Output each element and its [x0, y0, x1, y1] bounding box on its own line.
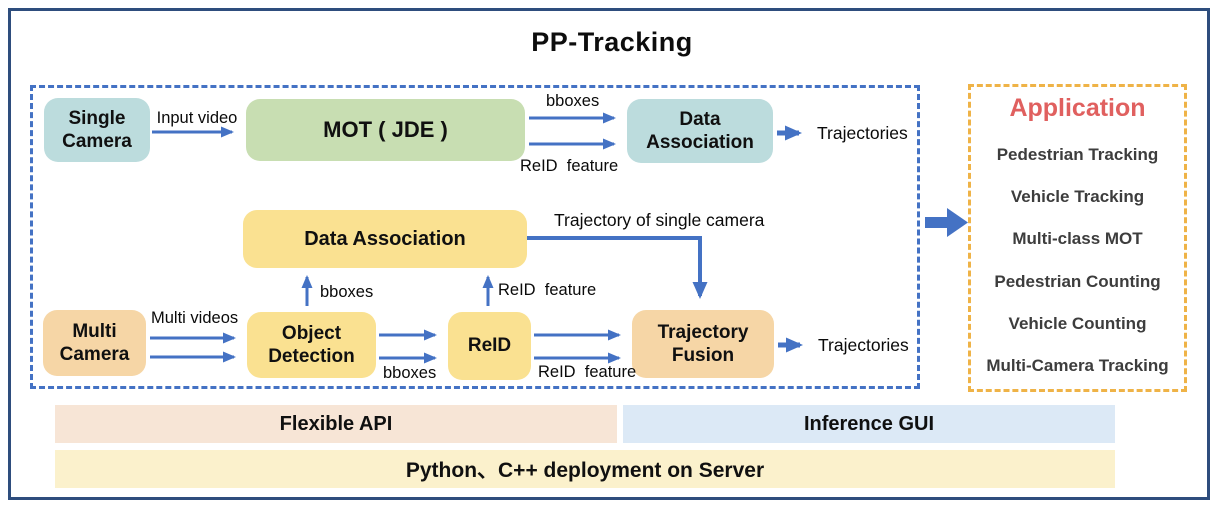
application-item-multi-camera-tracking: Multi-Camera Tracking: [986, 355, 1169, 375]
node-reid-label: ReID: [467, 335, 512, 357]
node-multi-camera: Multi Camera: [43, 310, 146, 376]
label-trajectories-top: Trajectories: [817, 123, 908, 143]
label-multi-videos: Multi videos: [151, 309, 239, 327]
application-item-multi-class-mot: Multi-class MOT: [1012, 229, 1143, 249]
application-title: Application: [1009, 94, 1146, 122]
label-trajectory-single-camera: Trajectory of single camera: [554, 210, 765, 230]
label-bboxes-bottom: bboxes: [383, 364, 437, 382]
node-object-detection: Object Detection: [247, 312, 376, 378]
node-object-detection-label: Object Detection: [268, 322, 355, 367]
node-multi-camera-label: Multi Camera: [59, 320, 130, 365]
inference-gui-label: Inference GUI: [803, 412, 935, 435]
label-trajectories-bottom: Trajectories: [818, 335, 909, 355]
node-reid: ReID: [448, 312, 531, 380]
page-title: PP-Tracking: [531, 27, 693, 57]
label-reid-feature-up: ReID feature: [498, 281, 597, 299]
label-bboxes-up: bboxes: [320, 283, 374, 301]
node-mot-jde: MOT ( JDE ): [246, 99, 525, 161]
node-data-association-single-label: Data Association: [646, 108, 754, 153]
flexible-api-bar: Flexible API: [55, 405, 617, 443]
flexible-api-label: Flexible API: [279, 412, 393, 435]
node-data-association-multi-label: Data Association: [304, 227, 466, 250]
label-input-video: Input video: [156, 109, 238, 127]
label-bboxes-mot: bboxes: [546, 92, 600, 110]
application-item-vehicle-counting: Vehicle Counting: [1008, 313, 1147, 333]
node-trajectory-fusion-label: Trajectory Fusion: [657, 321, 749, 366]
node-data-association-single: Data Association: [627, 99, 773, 163]
application-item-pedestrian-counting: Pedestrian Counting: [994, 271, 1161, 291]
node-mot-jde-label: MOT ( JDE ): [323, 116, 448, 142]
node-single-camera: Single Camera: [44, 98, 150, 162]
application-panel: Application Pedestrian Tracking Vehicle …: [968, 84, 1187, 392]
deployment-label: Python、C++ deployment on Server: [405, 459, 765, 482]
inference-gui-bar: Inference GUI: [623, 405, 1115, 443]
outer-frame: [8, 8, 1210, 500]
deployment-bar: Python、C++ deployment on Server: [55, 450, 1115, 488]
node-single-camera-label: Single Camera: [62, 107, 132, 152]
application-item-vehicle-tracking: Vehicle Tracking: [1010, 187, 1145, 207]
label-reid-feature-mot: ReID feature: [520, 157, 619, 175]
label-reid-feature-bottom: ReID feature: [538, 363, 637, 381]
node-data-association-multi: Data Association: [243, 210, 527, 268]
application-item-pedestrian-tracking: Pedestrian Tracking: [996, 145, 1159, 165]
pipeline-panel: [30, 85, 920, 389]
node-trajectory-fusion: Trajectory Fusion: [632, 310, 774, 378]
